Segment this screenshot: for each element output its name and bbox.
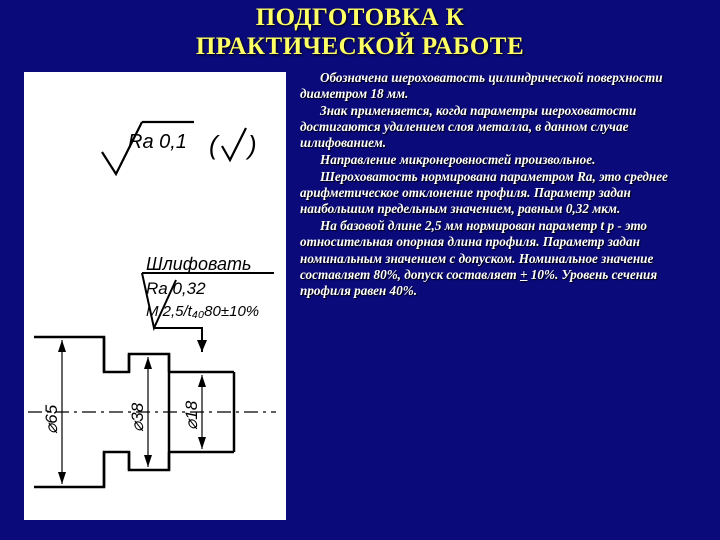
dim-65: ⌀65	[42, 404, 61, 434]
body-text: Обозначена шероховатость цилиндрической …	[300, 70, 696, 300]
top-roughness-symbol: Ra 0,1 ( )	[102, 122, 257, 174]
process-label-group: Шлифовать Ra 0,32 M 2,5/t₄₀80±10%	[142, 254, 274, 352]
drawing-svg: Ra 0,1 ( ) Шлифовать Ra 0,32 M 2,5/t₄₀80…	[24, 72, 286, 520]
paragraph-3: Направление микронеровностей произвольно…	[300, 152, 696, 168]
process-label: Шлифовать	[146, 254, 251, 274]
dim-38: ⌀38	[128, 402, 147, 432]
slide: ПОДГОТОВКА К ПРАКТИЧЕСКОЙ РАБОТЕ Ra 0,1 …	[0, 0, 720, 540]
stepped-shaft	[28, 337, 276, 487]
paragraph-4: Шероховатость нормирована параметром Ra,…	[300, 169, 696, 217]
paren-close: )	[245, 130, 257, 160]
paragraph-1: Обозначена шероховатость цилиндрической …	[300, 70, 696, 102]
slide-title: ПОДГОТОВКА К ПРАКТИЧЕСКОЙ РАБОТЕ	[24, 4, 696, 62]
paragraph-5: На базовой длине 2,5 мм нормирован парам…	[300, 218, 696, 298]
ra-top-label: Ra 0,1	[128, 131, 187, 153]
param-m: M 2,5/t₄₀80±10%	[146, 303, 259, 320]
paren-open: (	[209, 130, 220, 160]
content-row: Ra 0,1 ( ) Шлифовать Ra 0,32 M 2,5/t₄₀80…	[24, 70, 696, 520]
title-line-2: ПРАКТИЧЕСКОЙ РАБОТЕ	[196, 33, 524, 60]
title-line-1: ПОДГОТОВКА К	[256, 4, 465, 31]
dim-18: ⌀18	[182, 400, 201, 430]
paragraph-2: Знак применяется, когда параметры шерохо…	[300, 103, 696, 151]
technical-drawing: Ra 0,1 ( ) Шлифовать Ra 0,32 M 2,5/t₄₀80…	[24, 72, 286, 520]
